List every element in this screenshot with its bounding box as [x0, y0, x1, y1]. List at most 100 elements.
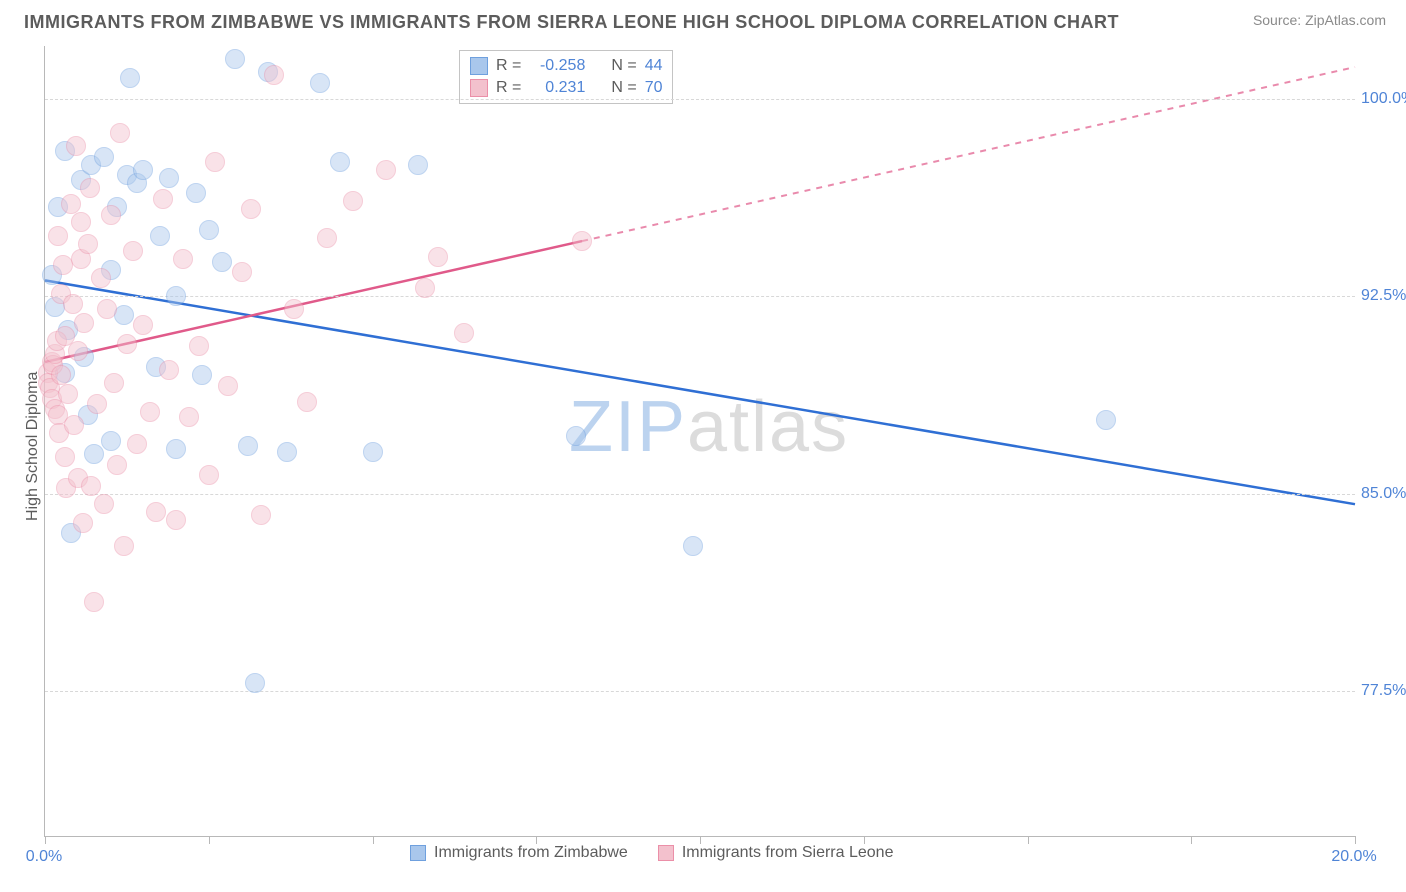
data-point	[232, 262, 252, 282]
x-tick	[536, 836, 537, 844]
plot-area: ZIPatlas R =-0.258N =44R =0.231N =70 77.…	[44, 46, 1355, 837]
data-point	[166, 439, 186, 459]
data-point	[251, 505, 271, 525]
y-tick-label: 92.5%	[1361, 287, 1406, 305]
data-point	[166, 510, 186, 530]
data-point	[376, 160, 396, 180]
data-point	[133, 315, 153, 335]
y-tick-label: 100.0%	[1361, 90, 1406, 108]
x-tick	[45, 836, 46, 844]
data-point	[87, 394, 107, 414]
x-tick	[700, 836, 701, 844]
data-point	[101, 205, 121, 225]
data-point	[94, 147, 114, 167]
y-tick-label: 77.5%	[1361, 682, 1406, 700]
legend-n-value: 44	[645, 55, 663, 77]
data-point	[101, 431, 121, 451]
legend-r-value: 0.231	[529, 77, 585, 99]
data-point	[71, 212, 91, 232]
legend-row: R =0.231N =70	[470, 77, 662, 99]
data-point	[114, 536, 134, 556]
data-point	[61, 194, 81, 214]
data-point	[73, 513, 93, 533]
watermark: ZIPatlas	[569, 386, 849, 468]
legend-n-label: N =	[611, 55, 636, 77]
data-point	[55, 447, 75, 467]
data-point	[117, 334, 137, 354]
data-point	[110, 123, 130, 143]
data-point	[1096, 410, 1116, 430]
data-point	[572, 231, 592, 251]
data-point	[159, 168, 179, 188]
legend-r-label: R =	[496, 55, 521, 77]
data-point	[159, 360, 179, 380]
legend-swatch	[470, 57, 488, 75]
series-legend-item: Immigrants from Sierra Leone	[658, 844, 894, 862]
legend-swatch	[658, 845, 674, 861]
data-point	[241, 199, 261, 219]
source-label: Source: ZipAtlas.com	[1253, 12, 1386, 28]
data-point	[225, 49, 245, 69]
data-point	[66, 136, 86, 156]
gridline	[45, 691, 1355, 692]
legend-swatch	[470, 79, 488, 97]
legend-n-label: N =	[611, 77, 636, 99]
legend-row: R = -0.258 N = 44	[470, 55, 662, 77]
data-point	[140, 402, 160, 422]
data-point	[205, 152, 225, 172]
data-point	[120, 68, 140, 88]
data-point	[84, 592, 104, 612]
data-point	[454, 323, 474, 343]
data-point	[310, 73, 330, 93]
data-point	[277, 442, 297, 462]
watermark-zip: ZIP	[569, 387, 687, 467]
data-point	[78, 234, 98, 254]
gridline	[45, 494, 1355, 495]
series-legend: Immigrants from Zimbabwe Immigrants from …	[410, 844, 893, 862]
data-point	[104, 373, 124, 393]
x-tick	[373, 836, 374, 844]
correlation-legend: R =-0.258N =44R =0.231N =70	[459, 50, 673, 104]
data-point	[58, 384, 78, 404]
x-tick-label: 0.0%	[26, 848, 62, 866]
series-name: Immigrants from Zimbabwe	[434, 844, 628, 862]
data-point	[264, 65, 284, 85]
data-point	[212, 252, 232, 272]
data-point	[150, 226, 170, 246]
legend-r-value: -0.258	[529, 55, 585, 77]
watermark-atlas: atlas	[687, 387, 849, 467]
data-point	[94, 494, 114, 514]
data-point	[317, 228, 337, 248]
chart-title: IMMIGRANTS FROM ZIMBABWE VS IMMIGRANTS F…	[24, 12, 1119, 33]
data-point	[428, 247, 448, 267]
data-point	[74, 313, 94, 333]
data-point	[284, 299, 304, 319]
data-point	[48, 226, 68, 246]
x-tick-label: 20.0%	[1331, 848, 1376, 866]
data-point	[166, 286, 186, 306]
data-point	[566, 426, 586, 446]
legend-swatch	[410, 845, 426, 861]
legend-r-label: R =	[496, 77, 521, 99]
data-point	[81, 476, 101, 496]
x-tick	[864, 836, 865, 844]
data-point	[63, 294, 83, 314]
y-tick-label: 85.0%	[1361, 485, 1406, 503]
data-point	[199, 465, 219, 485]
trend-line	[45, 280, 1355, 504]
data-point	[84, 444, 104, 464]
gridline	[45, 99, 1355, 100]
y-axis-label: High School Diploma	[24, 372, 42, 521]
x-tick	[1355, 836, 1356, 844]
data-point	[330, 152, 350, 172]
data-point	[133, 160, 153, 180]
gridline	[45, 296, 1355, 297]
data-point	[64, 415, 84, 435]
data-point	[179, 407, 199, 427]
data-point	[683, 536, 703, 556]
data-point	[123, 241, 143, 261]
data-point	[297, 392, 317, 412]
data-point	[127, 434, 147, 454]
data-point	[107, 455, 127, 475]
data-point	[192, 365, 212, 385]
